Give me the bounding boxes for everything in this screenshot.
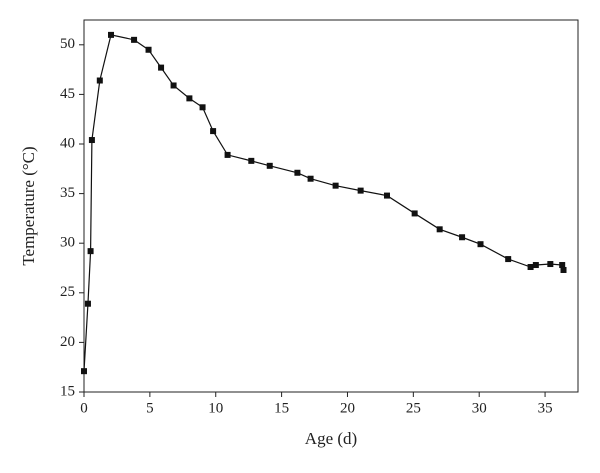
data-point: [294, 169, 301, 176]
data-point: [81, 368, 87, 375]
x-tick-label: 30: [472, 400, 487, 416]
data-point: [131, 36, 138, 43]
x-tick-label: 10: [208, 400, 223, 416]
data-point: [87, 248, 94, 255]
data-point: [383, 192, 390, 199]
data-point: [145, 46, 152, 53]
data-point: [108, 31, 115, 38]
data-point: [332, 182, 339, 189]
data-point: [505, 256, 512, 263]
data-point: [186, 95, 193, 102]
y-tick-label: 25: [60, 284, 75, 300]
data-point: [459, 234, 466, 241]
data-point: [527, 264, 534, 271]
plot-frame: [83, 19, 579, 393]
data-point: [307, 175, 314, 182]
data-point: [411, 210, 418, 217]
data-point: [224, 151, 231, 158]
x-tick-label: 20: [340, 400, 355, 416]
y-tick-label: 45: [60, 86, 75, 102]
y-axis-title: Temperature (°C): [19, 146, 38, 265]
data-point: [158, 64, 165, 71]
data-point: [547, 261, 554, 268]
data-point: [560, 266, 567, 273]
y-tick-label: 50: [60, 36, 75, 52]
data-point: [559, 262, 566, 269]
y-tick-label: 20: [60, 334, 75, 350]
y-tick-label: 35: [60, 185, 75, 201]
x-tick-label: 35: [538, 400, 553, 416]
y-tick-label: 30: [60, 235, 75, 251]
x-tick-label: 0: [80, 400, 88, 416]
data-point: [266, 162, 273, 169]
x-tick-label: 25: [406, 400, 421, 416]
data-point: [88, 137, 95, 144]
y-tick-label: 40: [60, 135, 75, 151]
data-line: [83, 34, 565, 372]
y-tick-label: 15: [60, 383, 75, 399]
data-point: [84, 300, 91, 307]
data-point: [248, 157, 255, 164]
data-point: [532, 262, 539, 269]
x-tick-label: 15: [274, 400, 289, 416]
data-point: [96, 77, 103, 84]
data-point: [436, 226, 443, 233]
x-tick-label: 5: [146, 400, 154, 416]
data-point: [357, 187, 364, 194]
data-point: [199, 104, 206, 111]
data-point: [477, 241, 484, 248]
data-point: [170, 82, 177, 89]
x-axis-title: Age (d): [305, 429, 357, 448]
data-point: [210, 128, 217, 135]
